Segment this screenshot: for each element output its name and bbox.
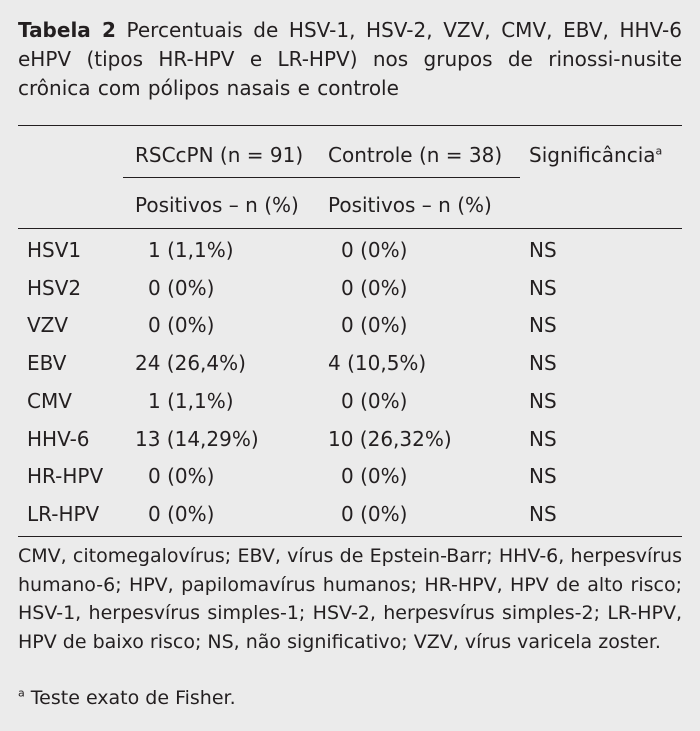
header-rule <box>18 228 682 229</box>
bottom-rule <box>18 536 682 537</box>
table-label: Tabela 2 <box>18 18 116 42</box>
footnote-fisher-mark: a <box>18 686 25 700</box>
cell-controle: 0 (0%) <box>341 238 408 262</box>
top-rule <box>18 125 682 126</box>
cell-rsccpn: 0 (0%) <box>148 464 215 488</box>
footnote-abbreviations: CMV, citomegalovírus; EBV, vírus de Epst… <box>18 545 682 653</box>
cell-controle: 10 (26,32%) <box>328 427 452 451</box>
cell-rsccpn: 1 (1,1%) <box>148 389 234 413</box>
cell-virus: CMV <box>27 389 72 413</box>
cell-controle: 0 (0%) <box>341 389 408 413</box>
footnote-fisher: a Teste exato de Fisher. <box>18 684 236 713</box>
header-significancia-mark: a <box>655 144 663 158</box>
cell-rsccpn: 24 (26,4%) <box>135 351 246 375</box>
table-caption: Tabela 2 Percentuais de HSV-1, HSV-2, VZ… <box>18 16 682 103</box>
header-significancia: Significânciaa <box>529 143 662 167</box>
cell-controle: 0 (0%) <box>341 276 408 300</box>
cell-significancia: NS <box>529 389 557 413</box>
cell-significancia: NS <box>529 313 557 337</box>
cell-significancia: NS <box>529 464 557 488</box>
cell-significancia: NS <box>529 502 557 526</box>
cell-rsccpn: 0 (0%) <box>148 313 215 337</box>
cell-virus: HSV1 <box>27 238 82 262</box>
group-rule <box>123 177 520 178</box>
header-significancia-label: Significância <box>529 143 656 167</box>
cell-rsccpn: 13 (14,29%) <box>135 427 259 451</box>
cell-controle: 4 (10,5%) <box>328 351 427 375</box>
cell-virus: VZV <box>27 313 69 337</box>
cell-controle: 0 (0%) <box>341 313 408 337</box>
cell-rsccpn: 0 (0%) <box>148 502 215 526</box>
caption-text: Percentuais de HSV-1, HSV-2, VZV, CMV, E… <box>18 18 682 100</box>
cell-significancia: NS <box>529 351 557 375</box>
cell-virus: HSV2 <box>27 276 82 300</box>
header-rsccpn: RSCcPN (n = 91) <box>135 143 304 167</box>
subheader-controle: Positivos – n (%) <box>328 193 492 217</box>
cell-controle: 0 (0%) <box>341 464 408 488</box>
footnote-fisher-text: Teste exato de Fisher. <box>30 687 236 709</box>
subheader-rsccpn: Positivos – n (%) <box>135 193 299 217</box>
cell-virus: HR-HPV <box>27 464 104 488</box>
cell-virus: HHV-6 <box>27 427 90 451</box>
cell-rsccpn: 0 (0%) <box>148 276 215 300</box>
header-controle: Controle (n = 38) <box>328 143 503 167</box>
cell-significancia: NS <box>529 427 557 451</box>
cell-significancia: NS <box>529 276 557 300</box>
cell-controle: 0 (0%) <box>341 502 408 526</box>
cell-virus: LR-HPV <box>27 502 100 526</box>
cell-rsccpn: 1 (1,1%) <box>148 238 234 262</box>
cell-significancia: NS <box>529 238 557 262</box>
cell-virus: EBV <box>27 351 67 375</box>
